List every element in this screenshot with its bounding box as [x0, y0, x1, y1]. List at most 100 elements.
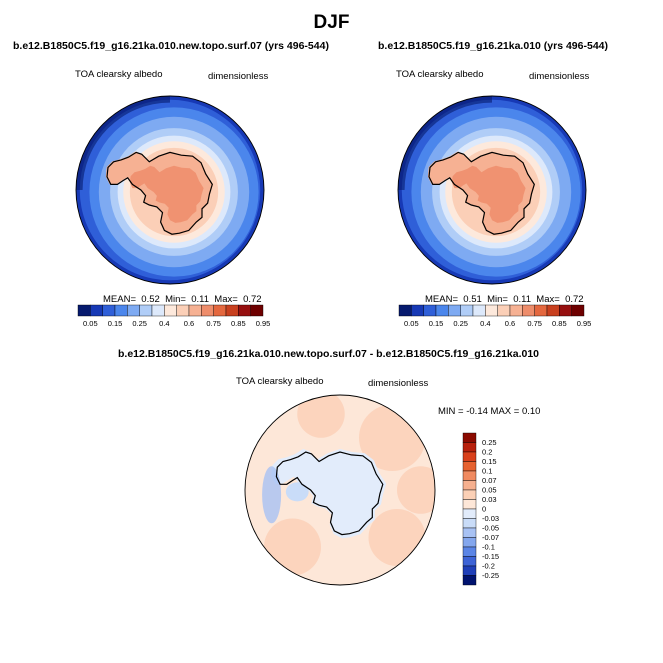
diff-negative-patch: [262, 466, 282, 524]
panel2-title: b.e12.B1850C5.f19_g16.21ka.010 (yrs 496-…: [378, 40, 608, 52]
diff-colorbar-swatch: [462, 556, 477, 567]
diff-map-group: 0.250.20.150.10.070.050.030-0.03-0.05-0.…: [244, 394, 499, 586]
coastline: [428, 151, 535, 235]
coastline: [106, 151, 213, 235]
panel2-units-label: dimensionless: [529, 71, 590, 82]
panel1-units-label: dimensionless: [208, 71, 269, 82]
colorbar-tick-label: 0.15: [429, 319, 444, 328]
diff-colorbar-swatch: [462, 461, 477, 472]
panel1-max-value: 0.72: [243, 294, 262, 305]
plateau-field: [451, 165, 526, 223]
panel2-stats: MEAN= 0.51 Min= 0.11 Max= 0.72: [425, 294, 584, 305]
diff-colorbar-tick-label: -0.07: [482, 533, 499, 542]
map-field: [398, 96, 586, 284]
diff-colorbar-tick-label: 0.05: [482, 486, 497, 495]
panel1-min-value: 0.11: [191, 294, 209, 305]
panel1-title: b.e12.B1850C5.f19_g16.21ka.010.new.topo.…: [13, 40, 329, 52]
diff-colorbar-tick-label: 0.25: [482, 438, 497, 447]
diff-colorbar-swatch: [462, 432, 477, 443]
diff-positive-patch: [397, 466, 435, 514]
diff-units-label: dimensionless: [368, 378, 429, 389]
colorbar-tick-label: 0.4: [480, 319, 490, 328]
diff-negative-patch: [285, 482, 309, 502]
diff-colorbar-tick-label: 0.03: [482, 495, 497, 504]
colorbar-swatch: [571, 304, 585, 317]
diff-colorbar-tick-label: -0.15: [482, 552, 499, 561]
panel2-min-label: Min=: [487, 294, 508, 305]
colorbar-tick-label: 0.75: [206, 319, 221, 328]
colorbar-tick-label: 0.95: [256, 319, 271, 328]
map-border: [75, 95, 265, 285]
colorbar-tick-label: 0.25: [132, 319, 147, 328]
panel2-min-value: 0.11: [513, 294, 531, 305]
map-field: [76, 96, 264, 284]
albedo-edge: [398, 96, 492, 190]
diff-positive-patch: [264, 518, 321, 576]
panel1-mean-value: 0.52: [141, 294, 160, 305]
panel2-mean-value: 0.51: [463, 294, 482, 305]
colorbar-tick-label: 0.85: [231, 319, 246, 328]
diff-colorbar-swatch: [462, 546, 477, 557]
panel2-field-label: TOA clearsky albedo: [396, 69, 484, 80]
colorbar-tick-label: 0.25: [453, 319, 468, 328]
diff-colorbar-swatch: [462, 508, 477, 519]
figure-title: DJF: [313, 12, 350, 33]
colorbar-tick-label: 0.05: [404, 319, 419, 328]
diff-colorbar-swatch: [462, 470, 477, 481]
diff-colorbar-tick-label: 0.15: [482, 457, 497, 466]
diff-colorbar-swatch: [462, 518, 477, 529]
map-border: [244, 394, 436, 586]
diff-title: b.e12.B1850C5.f19_g16.21ka.010.new.topo.…: [118, 348, 540, 360]
diff-colorbar-swatch: [462, 451, 477, 462]
diff-colorbar-swatch: [462, 442, 477, 453]
diff-colorbar-tick-label: 0: [482, 505, 486, 514]
diff-colorbar-tick-label: 0.2: [482, 448, 492, 457]
diff-colorbar-tick-label: 0.1: [482, 467, 492, 476]
panel2-max-value: 0.72: [565, 294, 584, 305]
colorbar-tick-label: 0.15: [108, 319, 123, 328]
colorbar-tick-label: 0.75: [527, 319, 542, 328]
diff-colorbar-tick-label: -0.1: [482, 543, 495, 552]
diff-colorbar-tick-label: -0.2: [482, 562, 495, 571]
panel1-min-label: Min=: [165, 294, 186, 305]
diff-colorbar-swatch: [462, 575, 477, 586]
colorbar-tick-label: 0.6: [184, 319, 194, 328]
coastline: [275, 451, 384, 536]
panel1-stats: MEAN= 0.52 Min= 0.11 Max= 0.72: [103, 294, 262, 305]
panel1-field-label: TOA clearsky albedo: [75, 69, 163, 80]
diff-colorbar-swatch: [462, 537, 477, 548]
colorbar-swatch: [250, 304, 264, 317]
diff-colorbar-swatch: [462, 565, 477, 576]
diff-minmax: MIN = -0.14 MAX = 0.10: [438, 406, 541, 417]
albedo-edge: [76, 96, 170, 190]
colorbar-tick-label: 0.6: [505, 319, 515, 328]
diff-colorbar-tick-label: -0.05: [482, 524, 499, 533]
diff-positive-patch: [297, 395, 345, 438]
diff-colorbar-tick-label: 0.07: [482, 476, 497, 485]
diff-colorbar-tick-label: -0.03: [482, 514, 499, 523]
panel1-mean-label: MEAN=: [103, 294, 136, 305]
panel2-map-group: 0.05 0.15 0.25 0.4 0.6 0.75 0.85 0.95: [397, 95, 592, 328]
diff-field-label: TOA clearsky albedo: [236, 376, 324, 387]
diff-colorbar-swatch: [462, 527, 477, 538]
diff-colorbar-swatch: [462, 480, 477, 491]
panel2-max-label: Max=: [536, 294, 560, 305]
map-border: [397, 95, 587, 285]
colorbar-tick-label: 0.95: [577, 319, 592, 328]
panel2-mean-label: MEAN=: [425, 294, 458, 305]
colorbar-tick-label: 0.05: [83, 319, 98, 328]
plateau-field: [129, 165, 204, 223]
diff-continent: [271, 449, 387, 539]
diff-colorbar-swatch: [462, 489, 477, 500]
panel1-max-label: Max=: [214, 294, 238, 305]
diff-positive-patch: [368, 509, 426, 566]
diff-colorbar-swatch: [462, 499, 477, 510]
diff-field: [245, 395, 435, 585]
panel1-map-group: 0.05 0.15 0.25 0.4 0.6 0.75 0.85 0.95: [75, 95, 271, 328]
colorbar-tick-label: 0.4: [159, 319, 169, 328]
colorbar-tick-label: 0.85: [552, 319, 567, 328]
diff-colorbar-tick-label: -0.25: [482, 571, 499, 580]
